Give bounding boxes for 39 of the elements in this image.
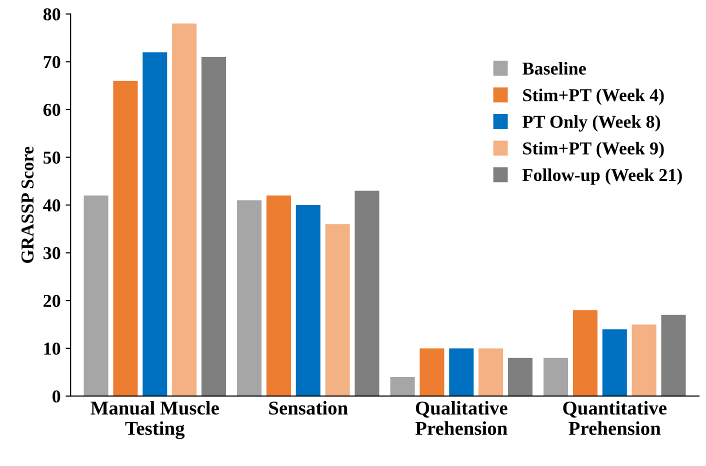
legend-label: Stim+PT (Week 9): [523, 142, 664, 158]
y-tick-label: 30: [44, 247, 60, 260]
bar: [325, 224, 350, 396]
legend-label: PT Only (Week 8): [522, 115, 660, 132]
legend-label: Stim+PT (Week 4): [523, 88, 664, 105]
x-tick-label: Quantitative Prehension: [563, 400, 667, 435]
bar: [201, 56, 226, 396]
bar: [602, 329, 627, 396]
bar: [632, 324, 656, 396]
x-tick-label: Sensation: [269, 400, 348, 415]
bar: [390, 376, 415, 396]
y-tick-label: 10: [44, 342, 60, 355]
bar: [508, 358, 533, 396]
bar: [449, 348, 474, 396]
y-tick-label: 60: [43, 104, 60, 116]
bar: [420, 348, 444, 396]
bar: [354, 190, 380, 396]
bar: [544, 358, 568, 396]
bar: [478, 348, 504, 396]
bar: [237, 200, 262, 396]
x-tick-label: Qualitative Prehension: [415, 400, 508, 435]
bar: [113, 80, 138, 396]
legend-label: Baseline: [522, 62, 586, 75]
y-tick-label: 80: [43, 8, 60, 20]
y-tick-label: 50: [44, 152, 60, 164]
bar: [296, 205, 320, 396]
bar: [142, 52, 168, 396]
bar: [266, 195, 291, 396]
y-tick-label: 20: [44, 294, 60, 308]
bar: [172, 24, 197, 396]
y-tick-label: 40: [43, 199, 60, 212]
y-tick-label: 70: [44, 56, 60, 68]
x-tick-label: Manual Muscle Testing: [90, 400, 219, 440]
y-axis-title: GRASSP Score: [21, 146, 34, 263]
bar: [661, 314, 686, 396]
bar: [84, 195, 108, 396]
y-tick-label: 0: [52, 390, 60, 403]
bar: [572, 310, 598, 396]
legend-label: Follow-up (Week 21): [522, 168, 682, 185]
